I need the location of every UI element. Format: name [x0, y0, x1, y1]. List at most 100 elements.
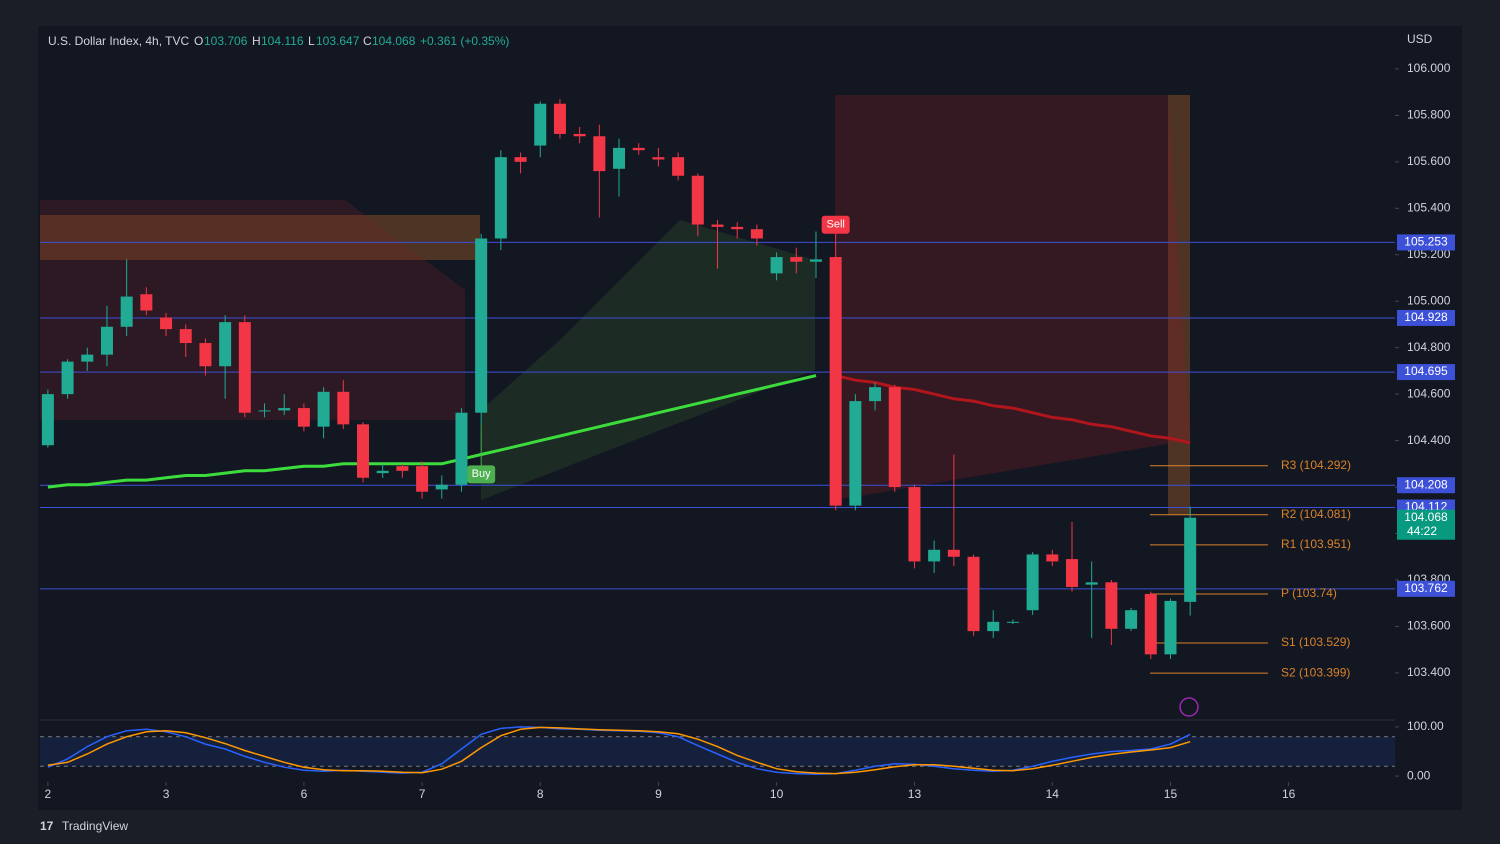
ohlc-value: 103.647 — [316, 34, 360, 48]
x-tick-label: 2 — [45, 787, 52, 801]
candle-body — [41, 394, 54, 446]
logo: 17 — [40, 819, 54, 833]
ohlc-label: L — [308, 34, 315, 48]
candle-body — [1066, 559, 1079, 587]
last-price: 104.068 — [1404, 510, 1448, 524]
candle-body — [258, 410, 271, 412]
y-tick-label: 105.600 — [1407, 154, 1451, 168]
candle-body — [809, 259, 822, 262]
zone — [40, 215, 480, 260]
ohlc-label: C — [363, 34, 372, 48]
candle-body — [829, 257, 842, 506]
candle-body — [613, 147, 626, 169]
candle-body — [1026, 554, 1039, 611]
candle-body — [691, 175, 704, 225]
price-badge-label: 103.762 — [1404, 581, 1448, 595]
candle-body — [1184, 517, 1197, 602]
candle-body — [179, 329, 192, 344]
candle-body — [278, 408, 291, 411]
candle-body — [297, 408, 310, 427]
candle-body — [790, 257, 803, 262]
candle-body — [534, 103, 547, 146]
candle-body — [1164, 600, 1177, 655]
candle-body — [632, 147, 645, 151]
candle-body — [238, 322, 251, 413]
candle-body — [356, 424, 369, 478]
price-badge-label: 104.208 — [1404, 477, 1448, 491]
marker-label: Sell — [826, 219, 844, 231]
zone — [835, 95, 1190, 500]
pivot-label: S1 (103.529) — [1281, 635, 1350, 649]
x-tick-label: 8 — [537, 787, 544, 801]
candle-body — [770, 257, 783, 274]
pivot-label: P (103.74) — [1281, 586, 1337, 600]
candle-body — [1046, 554, 1059, 562]
chart-background — [38, 26, 1462, 810]
x-tick-label: 9 — [655, 787, 662, 801]
x-tick-label: 15 — [1164, 787, 1178, 801]
candle-body — [711, 224, 724, 227]
candle-body — [455, 412, 468, 485]
candle-body — [514, 157, 527, 162]
y-tick-label: 104.800 — [1407, 340, 1451, 354]
candle-body — [987, 621, 1000, 632]
symbol: U.S. Dollar Index, 4h, TVC — [48, 34, 190, 48]
candle-body — [199, 343, 212, 367]
price-badge — [1397, 309, 1455, 326]
osc-tick-label: 0.00 — [1407, 768, 1431, 782]
ohlc-value: 104.068 — [372, 34, 416, 48]
price-badge-label: 104.695 — [1404, 364, 1448, 378]
candle-body — [573, 133, 586, 137]
last-price-badge — [1397, 509, 1455, 540]
price-badge-label: 105.253 — [1404, 235, 1448, 249]
ohlc-value: 104.116 — [261, 34, 304, 48]
change: +0.361 (+0.35%) — [420, 34, 509, 48]
y-tick-label: 105.400 — [1407, 200, 1451, 214]
marker — [467, 465, 496, 484]
x-tick-label: 13 — [908, 787, 922, 801]
candle-body — [652, 157, 665, 160]
ohlc-value: 103.706 — [204, 34, 248, 48]
candle-body — [494, 157, 507, 239]
price-badge — [1397, 364, 1455, 381]
footer: TradingView — [62, 819, 128, 833]
candle-body — [731, 226, 744, 230]
candle-body — [416, 466, 429, 492]
price-badge — [1397, 580, 1455, 597]
x-tick-label: 3 — [163, 787, 170, 801]
candle-body — [553, 103, 566, 134]
oscillator-line — [47, 726, 1191, 775]
candle-body — [1085, 582, 1098, 585]
icon[interactable] — [1179, 697, 1199, 717]
candle-body — [869, 387, 882, 402]
candle-body — [337, 391, 350, 425]
x-tick-label: 10 — [770, 787, 784, 801]
candle-body — [593, 136, 606, 172]
price-badge — [1397, 234, 1455, 251]
price-badge-label: 104.928 — [1404, 310, 1448, 324]
candle-body — [750, 229, 763, 239]
x-tick-label: 6 — [301, 787, 308, 801]
candle-body — [475, 238, 488, 413]
candle-body — [672, 157, 685, 176]
x-tick-label: 7 — [419, 787, 426, 801]
candle-body — [100, 326, 113, 355]
candle-body — [888, 387, 901, 488]
candle-body — [81, 354, 94, 362]
candle-body — [1144, 593, 1157, 655]
price-badge — [1397, 477, 1455, 494]
pivot-label: R2 (104.081) — [1281, 507, 1351, 521]
candle-body — [140, 294, 153, 311]
y-tick-label: 105.000 — [1407, 293, 1451, 307]
candle-body — [928, 549, 941, 562]
candle-body — [317, 391, 330, 427]
zone — [481, 220, 815, 500]
candle-body — [1006, 621, 1019, 623]
osc-tick-label: 100.00 — [1407, 719, 1444, 733]
candle-body — [376, 470, 389, 474]
currency: USD — [1407, 32, 1433, 46]
pivot-label: S2 (103.399) — [1281, 665, 1350, 679]
moving-average — [47, 374, 817, 489]
pivot-label: R1 (103.951) — [1281, 537, 1351, 551]
marker-label: Buy — [472, 468, 491, 480]
